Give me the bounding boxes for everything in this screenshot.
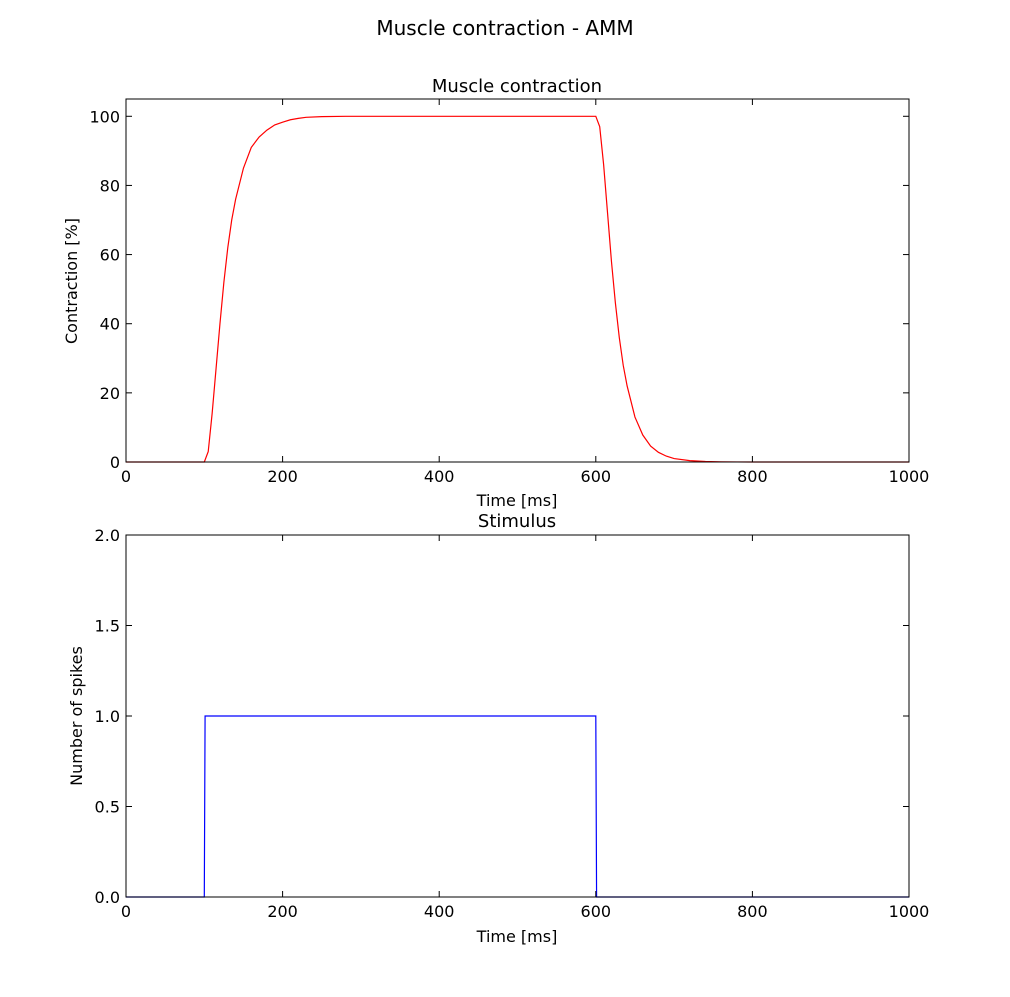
stimulus-plot-xtick-label: 800 — [737, 902, 768, 921]
stimulus-plot-marks — [126, 715, 909, 898]
contraction-plot-ytick-label: 0 — [110, 453, 120, 472]
contraction-plot-ticks: 0 200 400 600 800 1000 0 20 40 60 80 100 — [89, 99, 929, 486]
contraction-plot-ytick-label: 80 — [100, 176, 120, 195]
stimulus-plot-ytick-label: 2.0 — [95, 526, 120, 545]
stimulus-plot-title: Stimulus — [478, 511, 556, 532]
contraction-plot-title: Muscle contraction — [432, 76, 602, 97]
stimulus-plot-xtick-label: 200 — [267, 902, 298, 921]
contraction-plot-ylabel: Contraction [%] — [62, 218, 81, 344]
stimulus-plot-ylabel: Number of spikes — [67, 646, 86, 786]
stimulus-plot-series-line — [126, 715, 909, 898]
stimulus-plot-xtick-label: 600 — [581, 902, 612, 921]
contraction-plot-xtick-label: 600 — [581, 467, 612, 486]
contraction-plot-series-line — [126, 115, 909, 463]
contraction-plot-xtick-label: 1000 — [889, 467, 930, 486]
contraction-plot-ytick-label: 100 — [89, 107, 120, 126]
stimulus-plot-xlabel: Time [ms] — [476, 927, 558, 946]
contraction-plot-marks — [126, 115, 909, 463]
stimulus-plot-ytick-label: 1.5 — [95, 617, 120, 636]
stimulus-plot-xtick-label: 400 — [424, 902, 455, 921]
contraction-plot-ytick-label: 40 — [100, 315, 120, 334]
stimulus-plot: Stimulus 0 200 400 600 800 1000 0.0 0.5 1.0 1.5 2.… — [67, 511, 929, 946]
contraction-plot-xtick-label: 0 — [121, 467, 131, 486]
stimulus-plot-xtick-label: 0 — [121, 902, 131, 921]
stimulus-plot-ytick-label: 0.5 — [95, 798, 120, 817]
contraction-plot: Muscle contraction 0 200 400 600 800 1000 0 20 4… — [62, 76, 929, 510]
stimulus-plot-ytick-label: 1.0 — [95, 707, 120, 726]
stimulus-plot-ytick-label: 0.0 — [95, 888, 120, 907]
contraction-plot-xtick-label: 200 — [267, 467, 298, 486]
contraction-plot-ytick-label: 60 — [100, 246, 120, 265]
contraction-plot-xlabel: Time [ms] — [476, 491, 558, 510]
stimulus-plot-frame — [125, 534, 910, 898]
stimulus-plot-ticks: 0 200 400 600 800 1000 0.0 0.5 1.0 1.5 2.0 — [95, 526, 930, 921]
contraction-plot-frame — [125, 98, 910, 463]
figure-suptitle: Muscle contraction - AMM — [376, 16, 633, 40]
contraction-plot-xtick-label: 800 — [737, 467, 768, 486]
contraction-plot-xtick-label: 400 — [424, 467, 455, 486]
contraction-plot-ytick-label: 20 — [100, 384, 120, 403]
stimulus-plot-xtick-label: 1000 — [889, 902, 930, 921]
